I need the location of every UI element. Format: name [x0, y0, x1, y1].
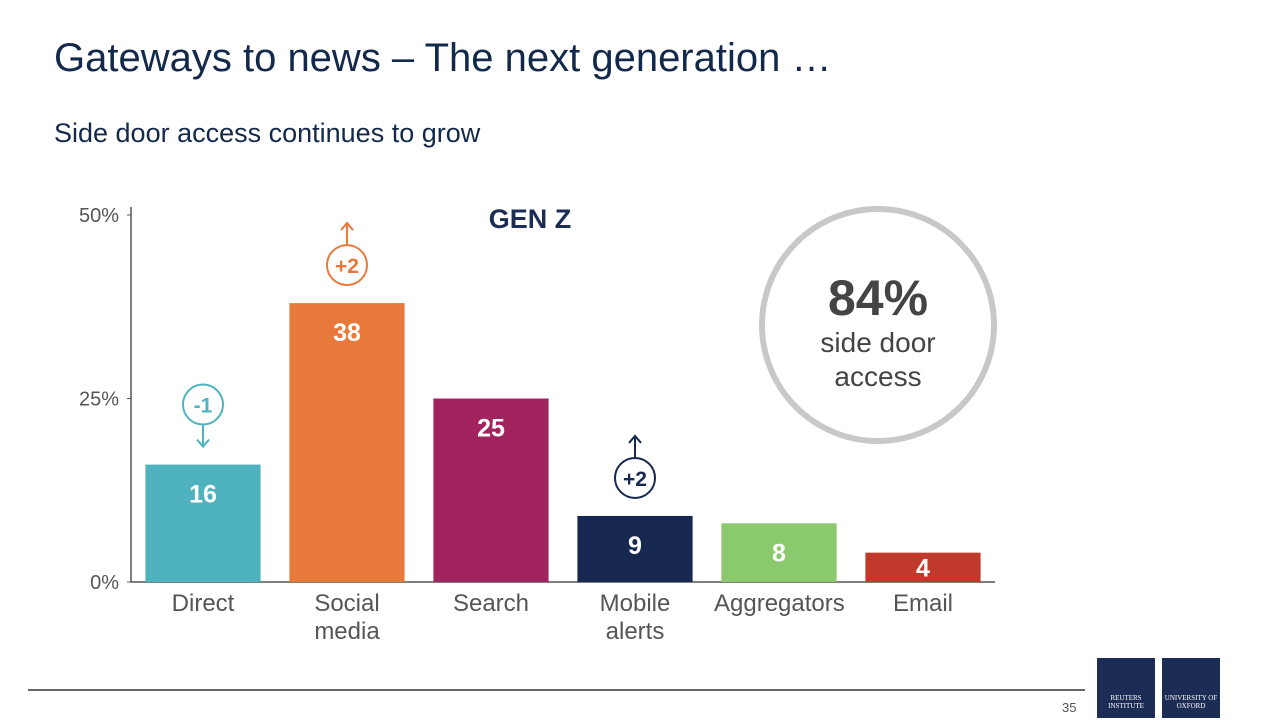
logo: REUTERS INSTITUTE	[1097, 658, 1155, 718]
change-arrow	[340, 221, 354, 246]
bar	[721, 523, 837, 582]
x-tick-label: Direct	[171, 590, 235, 617]
value-label: 4	[916, 554, 930, 582]
value-label: 16	[189, 481, 217, 509]
bar	[145, 464, 261, 582]
callout-text: side door access	[820, 327, 936, 392]
logo: UNIVERSITY OF OXFORD	[1162, 658, 1220, 718]
x-tick-label: Aggregators	[714, 590, 845, 617]
change-label: +2	[335, 255, 359, 278]
x-tick-label: Search	[452, 590, 530, 617]
chart-subtitle: GEN Z	[489, 204, 572, 234]
value-label: 38	[333, 319, 361, 347]
x-tick-label: Mobile alerts	[599, 590, 671, 645]
y-tick-label: 0%	[90, 572, 119, 594]
callout-value: 84%	[828, 270, 928, 326]
bar	[577, 515, 693, 582]
slide-title: Gateways to news – The next generation …	[54, 36, 832, 80]
page-number: 35	[1062, 700, 1076, 715]
x-tick-label: Email	[892, 590, 953, 617]
value-label: 25	[477, 415, 505, 443]
change-arrow	[196, 424, 210, 449]
change-label: +2	[623, 468, 647, 491]
y-tick-label: 25%	[79, 389, 119, 411]
y-tick-label: 50%	[79, 205, 119, 227]
callout-ring	[759, 206, 997, 444]
slide-subtitle: Side door access continues to grow	[54, 118, 481, 148]
x-tick-label: Social media	[314, 590, 380, 645]
change-arrow	[628, 434, 642, 458]
value-label: 8	[772, 539, 786, 567]
change-label: -1	[194, 395, 213, 418]
value-label: 9	[628, 532, 642, 560]
bar	[865, 552, 981, 582]
bar	[433, 398, 549, 582]
bar	[289, 303, 405, 582]
